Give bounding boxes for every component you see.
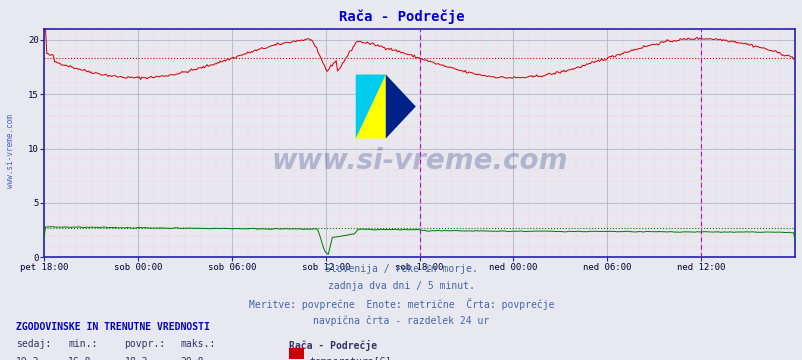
Text: ZGODOVINSKE IN TRENUTNE VREDNOSTI: ZGODOVINSKE IN TRENUTNE VREDNOSTI	[16, 322, 209, 332]
Polygon shape	[385, 75, 415, 139]
Text: zadnja dva dni / 5 minut.: zadnja dva dni / 5 minut.	[328, 281, 474, 291]
Text: temperatura[C]: temperatura[C]	[309, 357, 391, 360]
Text: Rača - Podrečje: Rača - Podrečje	[338, 9, 464, 23]
Text: 19,3: 19,3	[16, 357, 39, 360]
Polygon shape	[355, 75, 385, 139]
Text: navpična črta - razdelek 24 ur: navpična črta - razdelek 24 ur	[313, 315, 489, 326]
Text: 20,8: 20,8	[180, 357, 204, 360]
Text: sedaj:: sedaj:	[16, 339, 51, 350]
Text: www.si-vreme.com: www.si-vreme.com	[271, 147, 567, 175]
Text: min.:: min.:	[68, 339, 98, 350]
Text: Meritve: povprečne  Enote: metrične  Črta: povprečje: Meritve: povprečne Enote: metrične Črta:…	[249, 298, 553, 310]
Text: maks.:: maks.:	[180, 339, 216, 350]
Text: 18,3: 18,3	[124, 357, 148, 360]
Text: www.si-vreme.com: www.si-vreme.com	[6, 114, 15, 188]
Text: Slovenija / reke in morje.: Slovenija / reke in morje.	[325, 264, 477, 274]
Text: povpr.:: povpr.:	[124, 339, 165, 350]
Polygon shape	[355, 75, 385, 139]
Text: Rača - Podrečje: Rača - Podrečje	[289, 339, 377, 351]
Text: 16,8: 16,8	[68, 357, 91, 360]
